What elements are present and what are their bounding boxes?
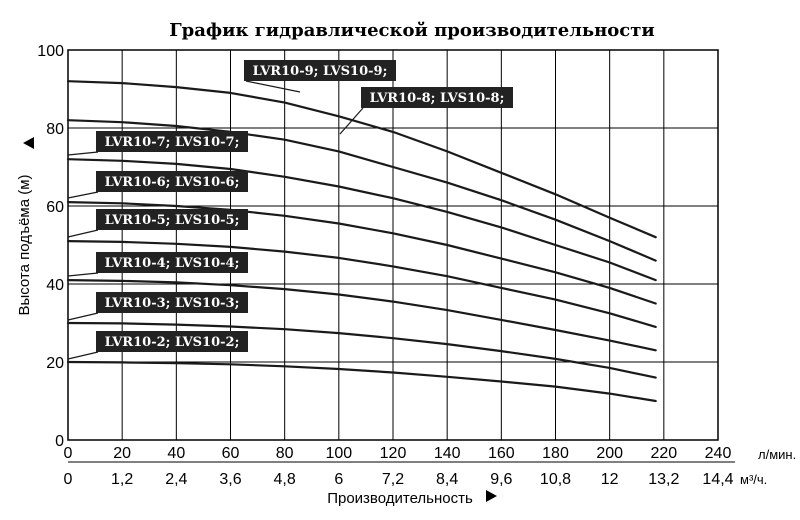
series-label-leader xyxy=(67,229,99,238)
x-tick-label-secondary: 14,4 xyxy=(702,471,733,488)
series-label-leader xyxy=(339,107,364,135)
x-tick-label: 160 xyxy=(488,445,515,462)
series-label-text: LVR10-2; LVS10-2; xyxy=(105,335,240,350)
series-label-leader xyxy=(245,80,301,93)
x-tick-label: 20 xyxy=(113,445,131,462)
x-axis-arrow-icon xyxy=(486,490,497,502)
series-labels: LVR10-9; LVS10-9; LVR10-8; LVS10-8; LVR10-… xyxy=(67,60,513,360)
series-line xyxy=(66,201,657,305)
x-tick-label-secondary: 4,8 xyxy=(274,471,296,488)
plot-frame xyxy=(67,49,719,441)
x-tick-label-secondary: 6 xyxy=(334,471,343,488)
x-tick-label-secondary: 12 xyxy=(601,471,619,488)
y-axis-arrow-icon xyxy=(23,137,34,149)
x-tick-label: 180 xyxy=(542,445,569,462)
x-axis-label: Производительность xyxy=(327,490,473,507)
series-label-leader xyxy=(67,272,99,277)
x-tick-label: 200 xyxy=(596,445,623,462)
series-line xyxy=(66,119,657,262)
series-line xyxy=(66,321,657,379)
series-label-box xyxy=(96,131,248,152)
x-tick-label: 0 xyxy=(64,445,73,462)
series-label-text: LVR10-4; LVS10-4; xyxy=(105,256,240,271)
series-label: LVR10-4; LVS10-4; xyxy=(67,252,248,277)
y-tick-label: 60 xyxy=(46,199,64,216)
series-label: LVR10-7; LVS10-7; xyxy=(67,131,248,156)
series-label: LVR10-3; LVS10-3; xyxy=(67,292,248,321)
series-label-text: LVR10-3; LVS10-3; xyxy=(105,296,240,311)
series-label-box xyxy=(96,209,248,230)
x-tick-label-secondary: 0 xyxy=(64,471,73,488)
series-label-text: LVR10-6; LVS10-6; xyxy=(105,175,240,190)
series-lines xyxy=(66,80,657,403)
series-label: LVR10-9; LVS10-9; xyxy=(244,60,396,93)
x-tick-label: 60 xyxy=(222,445,240,462)
series-label-leader xyxy=(67,312,99,321)
series-label-text: LVR10-5; LVS10-5; xyxy=(105,213,240,228)
x-tick-label-secondary: 2,4 xyxy=(165,471,187,488)
x-unit-primary: л/мин. xyxy=(758,447,796,462)
x-tick-label: 80 xyxy=(276,445,294,462)
x-tick-label-secondary: 10,8 xyxy=(540,471,571,488)
y-tick-label: 40 xyxy=(46,277,64,294)
x-tick-label-secondary: 13,2 xyxy=(648,471,679,488)
y-axis-ticks: 0 20 40 60 80 100 xyxy=(37,43,64,450)
series-label-text: LVR10-7; LVS10-7; xyxy=(105,135,240,150)
x-unit-secondary: м³/ч. xyxy=(740,472,767,487)
y-tick-label: 0 xyxy=(55,433,64,450)
x-tick-label-secondary: 3,6 xyxy=(219,471,241,488)
series-line xyxy=(66,279,657,352)
series-label: LVR10-5; LVS10-5; xyxy=(67,209,248,238)
series-label-box xyxy=(96,171,248,192)
x-tick-label: 40 xyxy=(167,445,185,462)
series-label-text: LVR10-8; LVS10-8; xyxy=(370,91,505,106)
y-tick-label: 20 xyxy=(46,355,64,372)
y-axis-label-group: Высота подъёма (м) xyxy=(16,137,34,316)
x-tick-label: 240 xyxy=(705,445,732,462)
x-tick-label-secondary: 1,2 xyxy=(111,471,133,488)
x-tick-label-secondary: 8,4 xyxy=(436,471,458,488)
series-label-leader xyxy=(67,151,99,156)
series-label-box xyxy=(96,331,248,352)
x-tick-label-secondary: 9,6 xyxy=(490,471,512,488)
x-tick-label: 120 xyxy=(380,445,407,462)
series-label: LVR10-6; LVS10-6; xyxy=(67,171,248,199)
x-tick-label-secondary: 7,2 xyxy=(382,471,404,488)
x-tick-label: 140 xyxy=(434,445,461,462)
x-tick-label: 220 xyxy=(650,445,677,462)
series-label-text: LVR10-9; LVS10-9; xyxy=(253,64,388,79)
x-axis-ticks: 0 20 40 60 80 100 120 140 160 180 200 220 240 xyxy=(64,445,732,462)
x-axis-label-group: Производительность xyxy=(327,490,497,507)
grid xyxy=(68,50,718,440)
series-label-box xyxy=(96,252,248,273)
y-tick-label: 80 xyxy=(46,121,64,138)
series-label-leader xyxy=(67,191,99,199)
series-line xyxy=(66,158,657,282)
series-label-box xyxy=(96,292,248,313)
series-label-box xyxy=(361,87,513,108)
x-tick-label: 100 xyxy=(325,445,352,462)
y-axis-label: Высота подъёма (м) xyxy=(16,174,33,315)
series-line xyxy=(66,360,657,403)
y-tick-label: 100 xyxy=(37,43,64,60)
chart-title: График гидравлической производительности xyxy=(169,20,655,41)
series-label-box xyxy=(244,60,396,81)
series-label: LVR10-8; LVS10-8; xyxy=(339,87,513,135)
series-line xyxy=(66,240,657,328)
x-axis-ticks-secondary: 0 1,2 2,4 3,6 4,8 6 7,2 8,4 9,6 10,8 12 13,2 14,4 xyxy=(64,471,734,488)
series-label-leader xyxy=(67,351,99,360)
series-line xyxy=(66,80,657,239)
series-label: LVR10-2; LVS10-2; xyxy=(67,331,248,360)
